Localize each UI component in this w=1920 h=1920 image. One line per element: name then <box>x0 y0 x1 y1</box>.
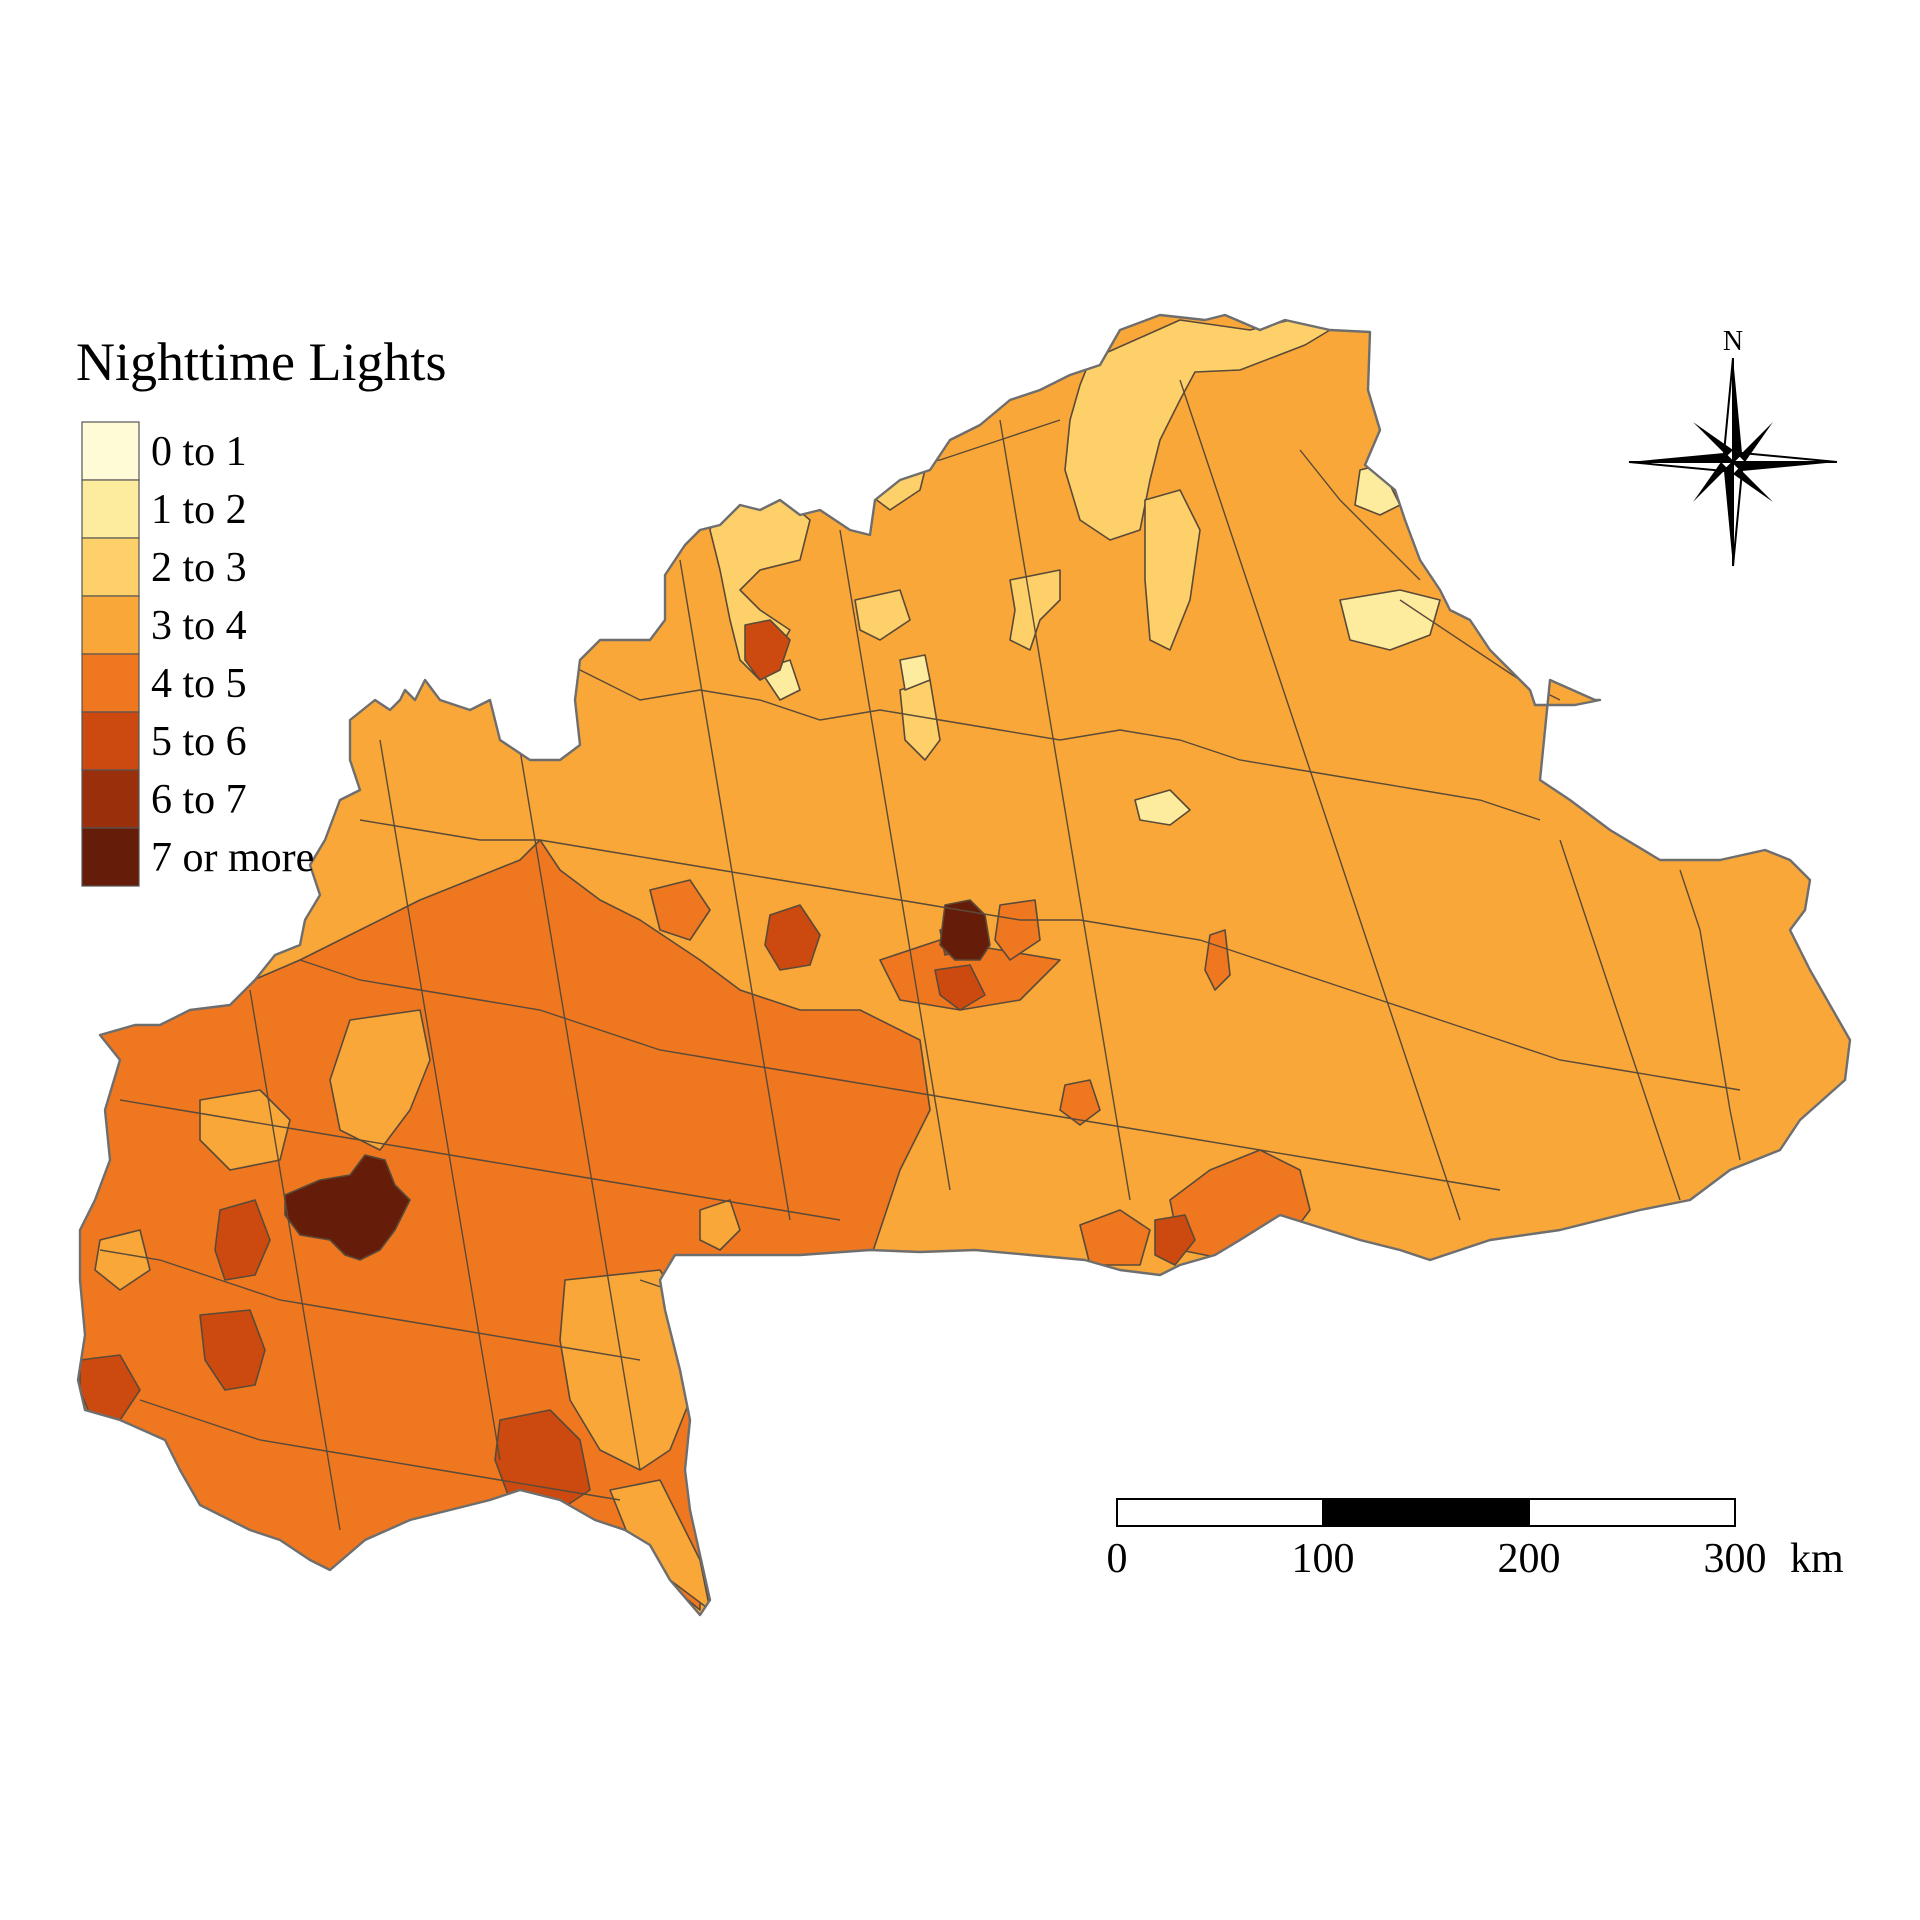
legend-label: 2 to 3 <box>151 545 247 591</box>
scale-bar: 0 100 200 300 km <box>1107 1498 1844 1582</box>
legend-swatch <box>81 421 140 481</box>
legend-swatch <box>81 537 140 597</box>
scale-unit: km <box>1790 1536 1844 1582</box>
scale-tick-0: 0 <box>1107 1536 1128 1582</box>
region-class-5to6 <box>214 1199 271 1281</box>
legend-swatch <box>81 479 140 539</box>
scale-segment-3 <box>1528 1498 1736 1527</box>
region-class-2to3 <box>1144 489 1201 651</box>
region-class-2to3 <box>854 589 911 641</box>
legend-label: 1 to 2 <box>151 487 247 533</box>
region-class-5to6 <box>934 964 986 1011</box>
region-class-3to4 <box>329 1009 431 1151</box>
region-class-4to5 <box>649 879 711 941</box>
region-class-3to4 <box>699 1199 741 1251</box>
compass-point-east-shade <box>1730 451 1838 463</box>
scale-tick-300: 300 <box>1704 1536 1767 1582</box>
legend-title: Nighttime Lights <box>76 332 447 392</box>
region-class-4to5 <box>1204 929 1231 991</box>
compass-point-sw <box>1693 462 1727 502</box>
legend-swatch <box>81 827 140 887</box>
compass-point-nw <box>1693 422 1733 456</box>
scale-segment-1 <box>1116 1498 1324 1527</box>
region-class-4to5 <box>1059 1079 1101 1126</box>
compass-point-west-shade <box>1628 461 1736 473</box>
scale-tick-100: 100 <box>1292 1536 1355 1582</box>
region-class-7plus <box>284 1154 411 1261</box>
north-label: N <box>1723 326 1743 357</box>
region-class-5to6 <box>1154 1214 1196 1266</box>
region-class-3to4 <box>94 1229 151 1291</box>
legend-label: 7 or more <box>151 835 314 881</box>
legend-swatch <box>81 595 140 655</box>
compass-point-se <box>1733 468 1773 502</box>
region-class-1to2 <box>1134 789 1191 826</box>
legend-swatch <box>81 711 140 771</box>
region-class-1to2 <box>899 654 931 691</box>
compass-point-west <box>1629 453 1733 462</box>
region-class-3to4 <box>199 1089 291 1171</box>
region-class-1to2 <box>1339 589 1441 651</box>
region-class-5to6 <box>744 619 791 681</box>
region-class-2to3 <box>709 494 811 681</box>
legend: Nighttime Lights 0 to 1 1 to 2 2 to 3 3 to … <box>76 332 447 887</box>
legend-label: 5 to 6 <box>151 719 247 765</box>
region-class-5to6 <box>494 1409 591 1511</box>
region-class-4to5 <box>1079 1209 1151 1266</box>
region-class-5to6 <box>199 1309 266 1391</box>
compass-point-ne <box>1739 422 1773 462</box>
scale-segment-2 <box>1322 1498 1530 1527</box>
region-class-2to3 <box>1009 569 1061 651</box>
compass-point-south <box>1724 462 1733 566</box>
district-boundaries <box>99 379 1741 1531</box>
compass-rose-icon: N <box>1628 326 1838 567</box>
compass-point-north <box>1733 358 1742 462</box>
legend-swatch <box>81 653 140 713</box>
legend-label: 6 to 7 <box>151 777 247 823</box>
legend-label: 0 to 1 <box>151 429 247 475</box>
region-class-7plus <box>939 899 991 961</box>
compass-point-east <box>1733 462 1837 471</box>
legend-label: 3 to 4 <box>151 603 247 649</box>
legend-swatch <box>81 769 140 829</box>
legend-label: 4 to 5 <box>151 661 247 707</box>
region-class-4to5 <box>994 899 1041 961</box>
region-class-5to6 <box>764 904 821 971</box>
scale-tick-200: 200 <box>1498 1536 1561 1582</box>
